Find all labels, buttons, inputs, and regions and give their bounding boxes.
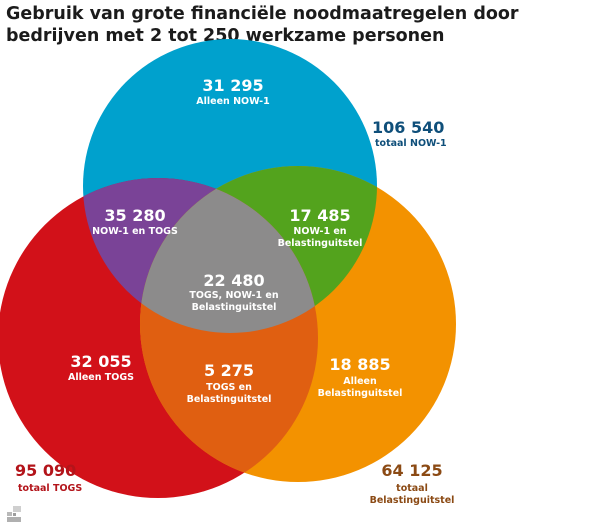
total-togs-value: 95 090 xyxy=(15,461,76,480)
total-belasting-label-1: totaal xyxy=(396,483,428,494)
label-alleen-belasting-1: Alleen xyxy=(343,376,377,387)
label-togs-en-belasting-2: Belastinguitstel xyxy=(187,394,272,405)
label-alleen-togs: Alleen TOGS xyxy=(68,372,134,383)
total-belasting-label-2: Belastinguitstel xyxy=(370,495,455,506)
label-alleen-belasting-2: Belastinguitstel xyxy=(318,388,403,399)
label-togs-en-belasting-1: TOGS en xyxy=(206,382,252,393)
value-now1-en-togs: 35 280 xyxy=(104,206,165,225)
value-togs-en-belasting: 5 275 xyxy=(204,361,254,380)
total-togs-label: totaal TOGS xyxy=(18,483,82,494)
total-belasting-value: 64 125 xyxy=(381,461,442,480)
value-alleen-togs: 32 055 xyxy=(70,352,131,371)
label-alleen-now1: Alleen NOW-1 xyxy=(196,96,269,107)
label-now1-en-belasting-1: NOW-1 en xyxy=(293,226,346,237)
label-alle-drie-2: Belastinguitstel xyxy=(192,302,277,313)
value-alleen-belasting: 18 885 xyxy=(329,355,390,374)
label-alle-drie-1: TOGS, NOW-1 en xyxy=(189,290,278,301)
total-now1-value: 106 540 xyxy=(372,118,444,137)
cbs-logo-icon xyxy=(7,506,21,522)
chart-title: Gebruik van grote financiële noodmaatreg… xyxy=(6,4,519,46)
total-now1-label: totaal NOW-1 xyxy=(375,138,447,149)
value-alleen-now1: 31 295 xyxy=(202,76,263,95)
label-now1-en-belasting-2: Belastinguitstel xyxy=(278,238,363,249)
value-alle-drie: 22 480 xyxy=(203,271,264,290)
label-now1-en-togs: NOW-1 en TOGS xyxy=(92,226,178,237)
value-now1-en-belasting: 17 485 xyxy=(289,206,350,225)
